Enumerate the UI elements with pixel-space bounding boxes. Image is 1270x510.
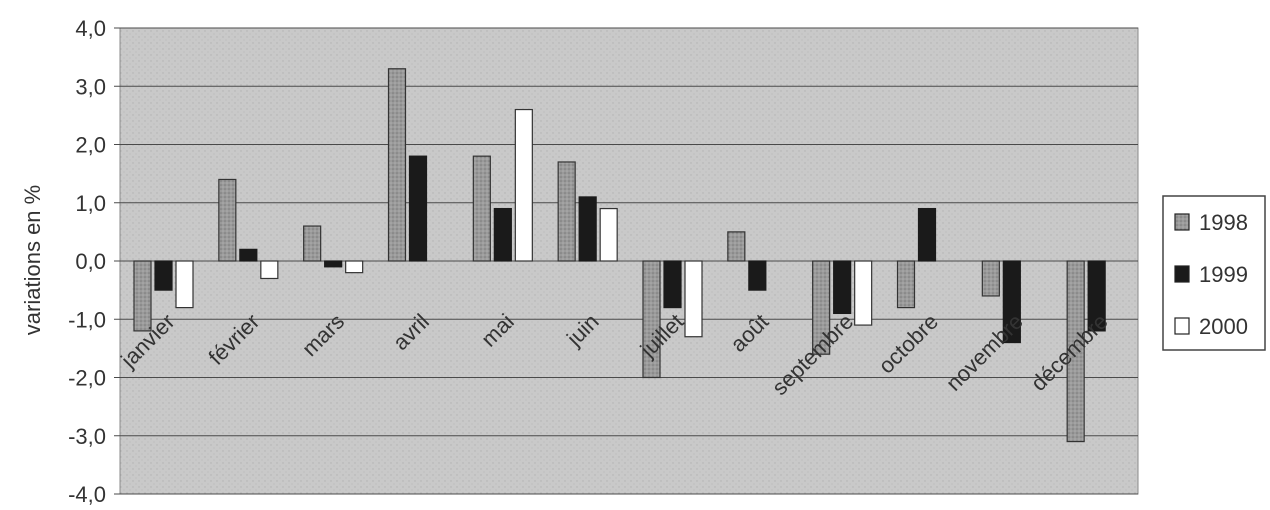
y-tick-label: 3,0 bbox=[75, 74, 106, 99]
y-tick-label: 0,0 bbox=[75, 249, 106, 274]
bar-1999-mars bbox=[324, 260, 343, 268]
bar-1998-mai bbox=[472, 155, 491, 262]
bar-1999-février bbox=[239, 248, 258, 262]
y-tick-label: -4,0 bbox=[68, 482, 106, 507]
legend-swatch-1999 bbox=[1174, 265, 1190, 283]
y-axis-ticks: 4,0 3,0 2,0 1,0 0,0 -1,0 -2,0 -3,0 -4,0 bbox=[68, 16, 120, 507]
bar-1998-mars bbox=[303, 225, 322, 262]
y-tick-label: 2,0 bbox=[75, 133, 106, 158]
bar-2000-juin bbox=[599, 207, 618, 262]
bar-1998-octobre bbox=[896, 260, 916, 309]
bar-1998-août bbox=[727, 231, 746, 262]
bar-1998-février bbox=[218, 178, 237, 262]
bar-2000-juillet bbox=[684, 260, 703, 338]
y-tick-label: 1,0 bbox=[75, 191, 106, 216]
y-axis-title: variations en % bbox=[20, 185, 45, 335]
bar-1999-mai bbox=[493, 207, 512, 262]
bar-2000-septembre bbox=[854, 260, 873, 326]
gridlines bbox=[120, 27, 1138, 495]
bar-1998-décembre bbox=[1066, 260, 1085, 443]
bar-2000-mai bbox=[514, 108, 533, 262]
bar-2000-mars bbox=[345, 260, 364, 274]
bar-1998-juillet bbox=[642, 260, 661, 379]
bar-1999-juin bbox=[578, 196, 597, 262]
bar-1999-octobre bbox=[917, 207, 937, 262]
y-tick-label: -1,0 bbox=[68, 307, 106, 332]
bar-1999-août bbox=[748, 260, 767, 291]
bar-1998-septembre bbox=[812, 260, 831, 355]
bar-1998-avril bbox=[387, 68, 407, 262]
y-tick-label: -2,0 bbox=[68, 366, 106, 391]
legend-label-1999: 1999 bbox=[1199, 262, 1248, 287]
bar-2000-février bbox=[260, 260, 279, 280]
legend-swatch-2000 bbox=[1174, 317, 1190, 335]
bar-1999-avril bbox=[408, 155, 428, 262]
bar-2000-janvier bbox=[175, 260, 194, 309]
bar-1998-janvier bbox=[133, 260, 152, 332]
y-tick-label: 4,0 bbox=[75, 16, 106, 41]
bar-1999-décembre bbox=[1087, 260, 1106, 332]
legend-label-2000: 2000 bbox=[1199, 314, 1248, 339]
bar-1999-juillet bbox=[663, 260, 682, 309]
legend-swatch-1998 bbox=[1174, 213, 1190, 231]
legend-label-1998: 1998 bbox=[1199, 210, 1248, 235]
bar-1998-juin bbox=[557, 161, 576, 262]
bar-1998-novembre bbox=[981, 260, 1000, 297]
legend: 1998 1999 2000 bbox=[1162, 195, 1266, 351]
bar-1999-novembre bbox=[1002, 260, 1021, 344]
y-tick-label: -3,0 bbox=[68, 424, 106, 449]
bar-1999-janvier bbox=[154, 260, 173, 291]
bar-1999-septembre bbox=[833, 260, 852, 315]
bars bbox=[133, 68, 1106, 443]
